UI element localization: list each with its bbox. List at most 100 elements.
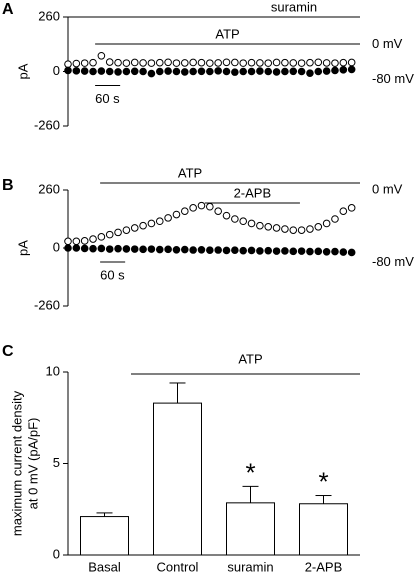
y-tick-label: -260	[34, 117, 60, 132]
scale-bar-label: 60 s	[100, 267, 125, 282]
data-point	[297, 67, 306, 76]
data-point	[214, 67, 222, 75]
y-axis-label: at 0 mV (pA/pF)	[25, 418, 40, 510]
data-point	[306, 69, 314, 77]
data-point	[214, 59, 222, 67]
treatment-label: ATP	[178, 165, 202, 180]
data-point	[347, 204, 356, 212]
data-point	[139, 221, 147, 230]
data-point	[122, 226, 131, 234]
data-point	[114, 58, 122, 67]
data-point	[306, 58, 314, 67]
significance-star: *	[245, 457, 255, 487]
data-point	[297, 59, 306, 67]
data-point	[164, 214, 172, 222]
y-axis-label: maximum current density	[9, 390, 24, 536]
data-point	[347, 65, 356, 74]
data-point	[281, 247, 289, 255]
data-point	[297, 247, 306, 255]
data-point	[264, 59, 273, 67]
trace-label: 0 mV	[372, 181, 403, 196]
data-point	[247, 58, 256, 67]
data-point	[72, 244, 81, 252]
data-point	[247, 246, 256, 255]
data-point	[189, 204, 197, 212]
data-point	[147, 59, 156, 67]
data-point	[231, 246, 239, 255]
data-point	[222, 246, 231, 255]
data-point	[256, 247, 264, 255]
data-point	[89, 58, 97, 67]
data-point	[80, 244, 89, 253]
data-point	[264, 223, 273, 231]
data-point	[231, 215, 239, 223]
data-point	[89, 244, 97, 253]
data-point	[339, 66, 348, 74]
data-point	[206, 202, 214, 211]
data-point	[105, 230, 114, 239]
data-point	[281, 225, 289, 233]
y-tick-label: 10	[46, 363, 60, 378]
data-point	[347, 248, 356, 257]
y-tick-label: -260	[34, 297, 60, 312]
data-point	[130, 58, 139, 67]
treatment-label: ATP	[238, 351, 262, 366]
data-point	[139, 67, 147, 76]
data-point	[97, 51, 106, 60]
data-point	[297, 226, 306, 234]
data-point	[147, 69, 156, 78]
data-point	[97, 67, 106, 75]
data-point	[122, 67, 131, 76]
y-axis-label: pA	[15, 240, 30, 256]
trace-label: -80 mV	[372, 254, 414, 269]
data-point	[322, 59, 331, 67]
data-point	[256, 59, 264, 67]
trace-label: -80 mV	[372, 71, 414, 86]
data-point	[155, 67, 164, 76]
data-point	[122, 59, 131, 67]
data-point	[155, 58, 164, 67]
data-point	[181, 207, 189, 215]
data-point	[206, 67, 214, 76]
data-point	[189, 246, 197, 254]
data-point	[331, 215, 339, 223]
data-point	[97, 244, 106, 253]
data-point	[181, 59, 189, 67]
data-point	[72, 59, 81, 68]
data-point	[314, 223, 323, 231]
data-point	[272, 58, 281, 67]
data-point	[314, 58, 323, 67]
y-tick-label: 0	[53, 63, 60, 78]
data-point	[181, 245, 189, 254]
data-point	[164, 67, 172, 75]
data-point	[189, 67, 197, 76]
data-point	[139, 245, 147, 254]
data-point	[289, 247, 298, 256]
data-point	[89, 235, 97, 243]
data-point	[197, 58, 206, 67]
data-point	[80, 67, 89, 75]
data-point	[197, 245, 206, 254]
treatment-label: 2-APB	[234, 185, 272, 200]
data-point	[64, 60, 72, 68]
data-point	[289, 59, 298, 67]
data-point	[130, 67, 139, 76]
y-tick-label: 260	[38, 8, 60, 23]
data-point	[130, 245, 139, 253]
x-tick-label: Control	[157, 559, 199, 574]
data-point	[347, 58, 356, 67]
data-point	[289, 226, 298, 234]
data-point	[256, 67, 264, 75]
data-point	[272, 247, 281, 255]
significance-star: *	[318, 466, 328, 496]
panel-letter: B	[2, 177, 14, 194]
data-point	[172, 59, 181, 67]
data-point	[181, 68, 189, 76]
data-point	[281, 67, 289, 76]
scale-bar-label: 60 s	[95, 91, 120, 106]
data-point	[272, 68, 281, 76]
data-point	[281, 58, 289, 67]
data-point	[147, 219, 156, 228]
data-point	[256, 221, 264, 230]
data-point	[80, 237, 89, 245]
